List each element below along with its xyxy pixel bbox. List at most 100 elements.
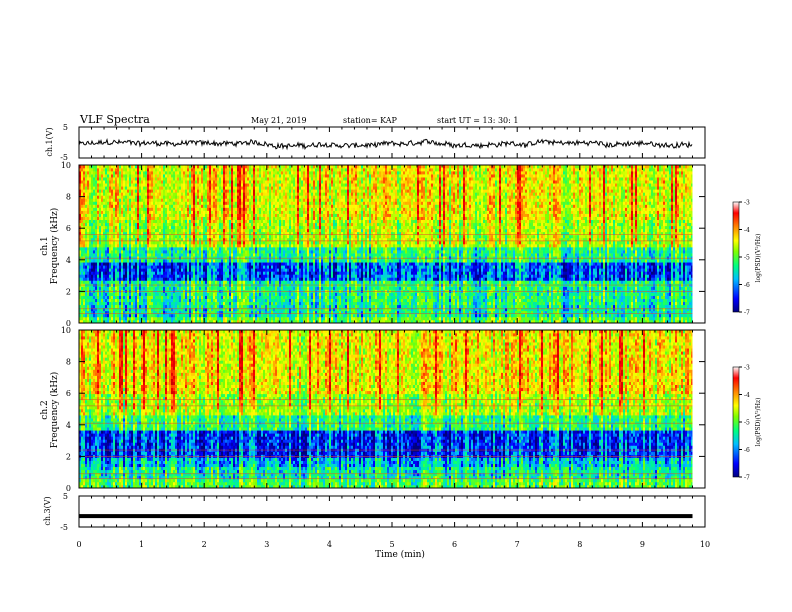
- spectrogram-cell: [199, 262, 201, 265]
- spectrogram-cell: [87, 168, 89, 171]
- spectrogram-cell: [219, 192, 221, 195]
- spectrogram-cell: [199, 265, 201, 268]
- spectrogram-cell: [161, 171, 163, 174]
- spectrogram-cell: [195, 308, 197, 311]
- spectrogram-cell: [129, 229, 131, 232]
- spectrogram-cell: [137, 205, 139, 208]
- spectrogram-cell: [155, 235, 157, 238]
- spectrogram-cell: [213, 250, 215, 253]
- spectrogram-cell: [145, 256, 147, 259]
- spectrogram-cell: [197, 229, 199, 232]
- spectrogram-cell: [81, 235, 83, 238]
- spectrogram-cell: [141, 296, 143, 299]
- spectrogram-cell: [111, 265, 113, 268]
- spectrogram-cell: [109, 208, 111, 211]
- spectrogram-cell: [115, 211, 117, 214]
- spectrogram-cell: [93, 277, 95, 280]
- spectrogram-cell: [113, 211, 115, 214]
- spectrogram-cell: [113, 314, 115, 317]
- spectrogram-cell: [87, 165, 89, 168]
- spectrogram-cell: [171, 268, 173, 271]
- spectrogram-cell: [215, 205, 217, 208]
- spectrogram-cell: [115, 205, 117, 208]
- spectrogram-cell: [87, 180, 89, 183]
- spectrogram-cell: [131, 274, 133, 277]
- spectrogram-cell: [213, 177, 215, 180]
- spectrogram-cell: [185, 201, 187, 204]
- spectrogram-cell: [175, 250, 177, 253]
- spectrogram-cell: [127, 265, 129, 268]
- spectrogram-cell: [109, 165, 111, 168]
- spectrogram-cell: [81, 265, 83, 268]
- spectrogram-cell: [179, 177, 181, 180]
- spectrogram-cell: [219, 262, 221, 265]
- spectrogram-cell: [141, 268, 143, 271]
- spectrogram-cell: [151, 256, 153, 259]
- spectrogram-cell: [97, 296, 99, 299]
- spectrogram-cell: [149, 198, 151, 201]
- spectrogram-cell: [195, 205, 197, 208]
- spectrogram-cell: [115, 299, 117, 302]
- spectrogram-cell: [111, 214, 113, 217]
- spectrogram-cell: [145, 299, 147, 302]
- spectrogram-cell: [99, 183, 101, 186]
- spectrogram-cell: [93, 241, 95, 244]
- spectrogram-cell: [123, 277, 125, 280]
- spectrogram-cell: [133, 244, 135, 247]
- spectrogram-cell: [103, 189, 105, 192]
- spectrogram-cell: [95, 214, 97, 217]
- spectrogram-cell: [107, 214, 109, 217]
- spectrogram-cell: [93, 201, 95, 204]
- spectrogram-cell: [219, 177, 221, 180]
- spectrogram-cell: [205, 268, 207, 271]
- spectrogram-cell: [135, 296, 137, 299]
- spectrogram-cell: [179, 211, 181, 214]
- spectrogram-cell: [127, 274, 129, 277]
- spectrogram-cell: [135, 174, 137, 177]
- spectrogram-cell: [171, 317, 173, 320]
- spectrogram-cell: [83, 217, 85, 220]
- spectrogram-cell: [167, 287, 169, 290]
- spectrogram-cell: [85, 220, 87, 223]
- spectrogram-cell: [205, 189, 207, 192]
- spectrogram-cell: [101, 299, 103, 302]
- spectrogram-cell: [161, 226, 163, 229]
- spectrogram-cell: [159, 280, 161, 283]
- spectrogram-cell: [103, 195, 105, 198]
- spectrogram-cell: [173, 229, 175, 232]
- spectrogram-cell: [213, 296, 215, 299]
- spectrogram-cell: [149, 277, 151, 280]
- spectrogram-cell: [141, 250, 143, 253]
- spectrogram-cell: [99, 174, 101, 177]
- spectrogram-cell: [123, 226, 125, 229]
- spectrogram-cell: [85, 296, 87, 299]
- spectrogram-cell: [147, 317, 149, 320]
- spectrogram-cell: [131, 277, 133, 280]
- spectrogram-cell: [145, 308, 147, 311]
- spectrogram-cell: [139, 268, 141, 271]
- spectrogram-cell: [105, 189, 107, 192]
- spectrogram-cell: [195, 217, 197, 220]
- spectrogram-cell: [169, 280, 171, 283]
- spectrogram-cell: [153, 259, 155, 262]
- spectrogram-cell: [119, 220, 121, 223]
- spectrogram-cell: [201, 208, 203, 211]
- spectrogram-cell: [169, 296, 171, 299]
- spectrogram-cell: [185, 217, 187, 220]
- spectrogram-cell: [163, 214, 165, 217]
- spectrogram-cell: [133, 280, 135, 283]
- spectrogram-cell: [119, 214, 121, 217]
- spectrogram-cell: [95, 211, 97, 214]
- spectrogram-cell: [99, 229, 101, 232]
- spectrogram-cell: [127, 226, 129, 229]
- spectrogram-cell: [133, 205, 135, 208]
- spectrogram-cell: [129, 226, 131, 229]
- spectrogram-cell: [111, 305, 113, 308]
- spectrogram-cell: [213, 235, 215, 238]
- spectrogram-cell: [205, 211, 207, 214]
- spectrogram-cell: [185, 241, 187, 244]
- spectrogram-cell: [161, 205, 163, 208]
- spectrogram-cell: [151, 287, 153, 290]
- spectrogram-cell: [195, 183, 197, 186]
- spectrogram-cell: [99, 201, 101, 204]
